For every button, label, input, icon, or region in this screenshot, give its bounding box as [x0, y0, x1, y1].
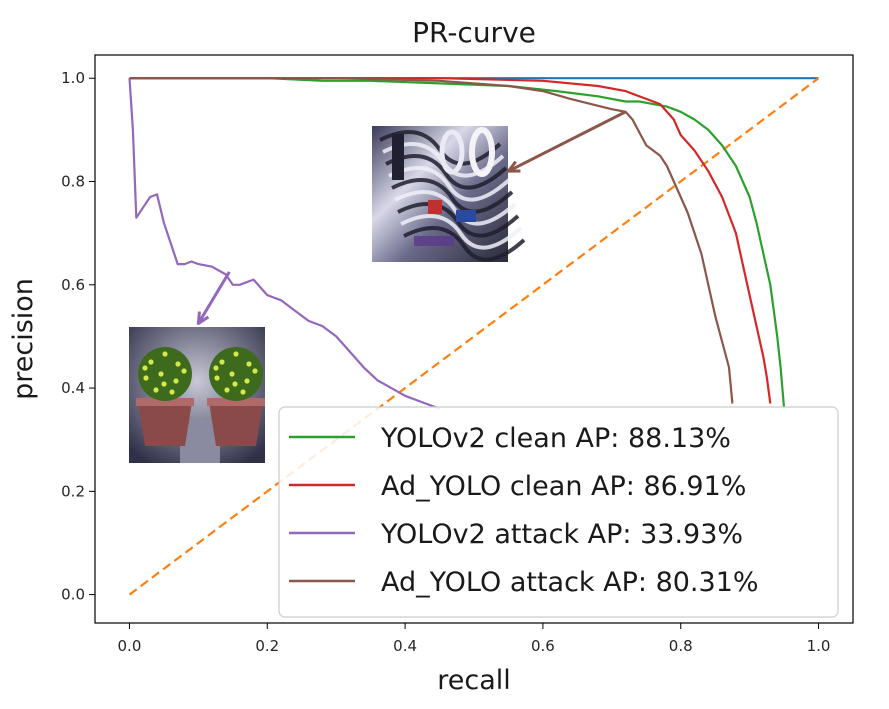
legend-entry: YOLOv2 clean AP: 88.13% — [380, 423, 731, 454]
inset-layer — [129, 110, 627, 463]
x-tick-label: 1.0 — [807, 637, 831, 655]
y-axis-label: precision — [8, 278, 39, 400]
series-line-2 — [129, 77, 786, 409]
legend-entry: Ad_YOLO clean AP: 86.91% — [381, 471, 746, 502]
y-tick-label: 0.0 — [61, 586, 85, 604]
adversarial-patch-image-arrow — [506, 110, 627, 173]
x-tick-label: 0.8 — [669, 637, 693, 655]
series-line-4 — [128, 78, 440, 410]
y-tick-label: 0.4 — [61, 379, 85, 397]
x-tick-label: 0.2 — [255, 637, 279, 655]
x-tick-label: 0.0 — [118, 637, 142, 655]
y-tick-label: 0.6 — [61, 276, 85, 294]
series-layer — [128, 77, 820, 596]
x-tick-label: 0.6 — [531, 637, 555, 655]
x-axis-label: recall — [437, 665, 511, 696]
adversarial-patch-image — [372, 126, 526, 262]
series-line-5 — [129, 77, 734, 404]
legend-entry: YOLOv2 attack AP: 33.93% — [380, 519, 743, 550]
clean-plant-image — [129, 327, 265, 463]
y-tick-label: 0.8 — [61, 173, 85, 191]
chart-title: PR-curve — [412, 16, 536, 49]
tick-layer: 0.0 0.2 0.4 0.6 0.8 1.0 0.0 0.2 0.4 0.6 0.8 1.0 — [61, 69, 830, 655]
series-line-3 — [129, 77, 772, 404]
y-tick-label: 1.0 — [61, 69, 85, 87]
legend-entry: Ad_YOLO attack AP: 80.31% — [381, 567, 759, 598]
x-tick-label: 0.4 — [393, 637, 417, 655]
clean-plant-image-arrow — [196, 271, 231, 326]
y-tick-label: 0.2 — [61, 482, 85, 500]
legend: YOLOv2 clean AP: 88.13% Ad_YOLO clean AP:… — [278, 406, 839, 618]
legend-box — [278, 406, 839, 618]
